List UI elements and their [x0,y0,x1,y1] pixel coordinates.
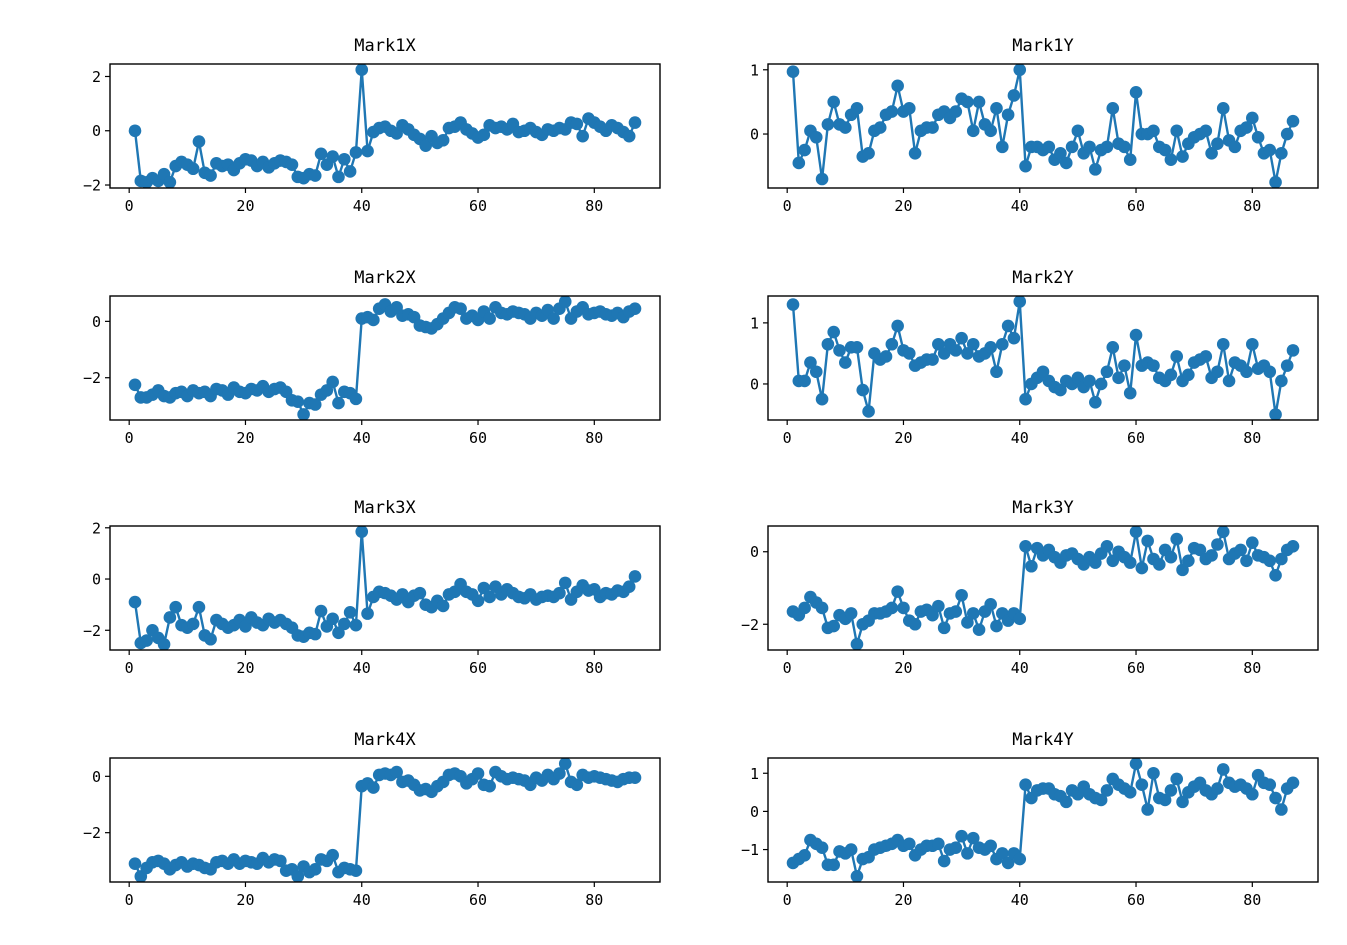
mark1y-plot: 0 20 40 60 80 0 1 [750,61,1319,215]
svg-text:40: 40 [353,429,371,447]
svg-text:60: 60 [1127,197,1145,215]
chart-mark3y: Mark3Y 0 20 40 60 80 −2 0 [706,496,1324,690]
svg-text:60: 60 [469,891,487,909]
svg-text:20: 20 [894,659,912,677]
mark3y-plot: 0 20 40 60 80 −2 0 [741,525,1319,677]
svg-text:20: 20 [894,891,912,909]
svg-text:20: 20 [236,197,254,215]
mark2x-plot: 0 20 40 60 80 −2 0 [83,295,661,447]
chart-title-mark2y: Mark2Y [1012,268,1074,288]
svg-text:0: 0 [783,891,792,909]
svg-text:0: 0 [125,891,134,909]
svg-text:−2: −2 [83,369,101,387]
svg-text:−2: −2 [83,177,101,195]
svg-text:60: 60 [1127,891,1145,909]
svg-text:20: 20 [236,429,254,447]
svg-text:80: 80 [585,429,603,447]
svg-text:1: 1 [750,61,759,79]
svg-text:60: 60 [1127,429,1145,447]
svg-text:−2: −2 [741,616,759,634]
svg-text:60: 60 [469,429,487,447]
svg-text:40: 40 [353,659,371,677]
svg-text:0: 0 [750,543,759,561]
svg-text:−1: −1 [741,841,759,859]
svg-text:0: 0 [92,313,101,331]
svg-text:60: 60 [469,659,487,677]
chart-title-mark3y: Mark3Y [1012,498,1074,518]
chart-mark4x: Mark4X 0 20 40 60 80 −2 0 [48,728,666,922]
mark1x-plot: 0 20 40 60 80 −2 0 2 [83,63,661,215]
mark2y-plot: 0 20 40 60 80 0 1 [750,295,1319,447]
svg-text:0: 0 [92,768,101,786]
svg-text:80: 80 [585,659,603,677]
chart-title-mark2x: Mark2X [354,268,416,288]
svg-text:20: 20 [236,659,254,677]
chart-title-mark1y: Mark1Y [1012,36,1074,56]
svg-text:0: 0 [783,659,792,677]
svg-text:0: 0 [92,122,101,140]
svg-text:2: 2 [92,68,101,86]
svg-text:0: 0 [750,375,759,393]
svg-text:40: 40 [1011,659,1029,677]
chart-mark1y: Mark1Y 0 20 40 60 80 0 1 [706,34,1324,228]
svg-text:2: 2 [92,520,101,537]
svg-text:0: 0 [750,126,759,144]
chart-title-mark4y: Mark4Y [1012,730,1074,750]
svg-text:20: 20 [894,429,912,447]
svg-text:40: 40 [1011,197,1029,215]
svg-text:0: 0 [92,571,101,589]
chart-title-mark3x: Mark3X [354,498,416,518]
svg-text:40: 40 [1011,429,1029,447]
svg-text:1: 1 [750,765,759,783]
svg-text:0: 0 [783,429,792,447]
svg-text:40: 40 [353,891,371,909]
svg-text:20: 20 [894,197,912,215]
chart-title-mark1x: Mark1X [354,36,416,56]
svg-text:−2: −2 [83,622,101,640]
svg-text:80: 80 [1243,429,1261,447]
svg-text:1: 1 [750,314,759,332]
mark4x-plot: 0 20 40 60 80 −2 0 [83,757,661,909]
chart-mark1x: Mark1X 0 20 40 60 80 −2 0 2 [48,34,666,228]
svg-text:60: 60 [469,197,487,215]
svg-text:40: 40 [353,197,371,215]
svg-text:80: 80 [1243,197,1261,215]
svg-text:0: 0 [125,429,134,447]
chart-mark2y: Mark2Y 0 20 40 60 80 0 1 [706,266,1324,460]
svg-text:0: 0 [125,197,134,215]
svg-text:0: 0 [783,197,792,215]
svg-text:0: 0 [750,803,759,821]
svg-text:40: 40 [1011,891,1029,909]
svg-text:60: 60 [1127,659,1145,677]
chart-mark2x: Mark2X 0 20 40 60 80 −2 0 [48,266,666,460]
svg-text:80: 80 [1243,659,1261,677]
svg-text:80: 80 [585,197,603,215]
svg-text:80: 80 [1243,891,1261,909]
chart-title-mark4x: Mark4X [354,730,416,750]
mark4y-plot: 0 20 40 60 80 −1 0 1 [741,757,1319,909]
svg-text:20: 20 [236,891,254,909]
chart-mark4y: Mark4Y 0 20 40 60 80 −1 0 1 [706,728,1324,922]
svg-text:0: 0 [125,659,134,677]
chart-mark3x: Mark3X 0 20 40 60 80 −2 0 2 [48,496,666,690]
svg-text:80: 80 [585,891,603,909]
mark3x-plot: 0 20 40 60 80 −2 0 2 [83,520,661,677]
svg-text:−2: −2 [83,824,101,842]
